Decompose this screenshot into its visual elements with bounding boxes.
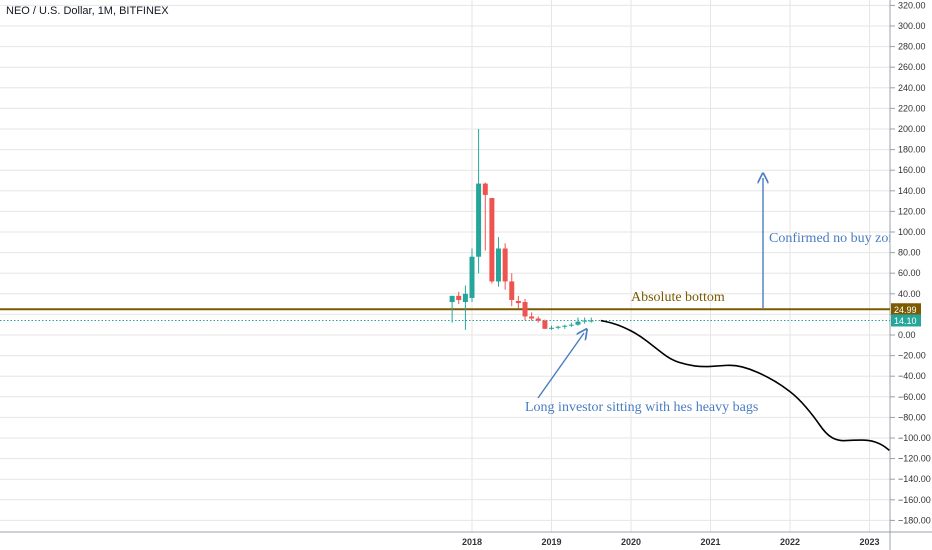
- y-tick-label: 140.00: [898, 186, 926, 196]
- time-axis[interactable]: 2018 2019 2020 2021 2022 2023: [462, 537, 880, 547]
- candle-body: [529, 316, 535, 319]
- candle-body: [535, 318, 541, 321]
- candle-body: [522, 302, 528, 317]
- candle-body: [588, 320, 594, 322]
- candle-body: [549, 327, 554, 329]
- candle-body: [449, 295, 455, 303]
- y-tick-label: 0.00: [898, 330, 916, 340]
- y-tick-label: −60.00: [898, 392, 926, 402]
- price-label-box: [891, 314, 921, 327]
- level-lines: [0, 308, 890, 321]
- candle-body: [489, 198, 495, 282]
- candle-body: [568, 324, 574, 326]
- candle-body: [582, 320, 588, 322]
- price-label-text: 24.99: [894, 305, 917, 315]
- price-axis[interactable]: 320.00 300.00 280.00 260.00 240.00 220.00 200.…: [890, 0, 931, 525]
- annotation-absolute-bottom[interactable]: Absolute bottom: [631, 290, 725, 305]
- y-tick-label: 60.00: [898, 268, 921, 278]
- horizontal-gridlines: [0, 4, 890, 521]
- candle-body: [502, 248, 508, 282]
- candle-body: [542, 320, 548, 329]
- y-tick-label: 220.00: [898, 103, 926, 113]
- y-tick-label: −20.00: [898, 351, 926, 361]
- candle-body: [469, 256, 475, 298]
- price-label-text: 14.10: [894, 316, 917, 326]
- y-tick-label: 260.00: [898, 62, 926, 72]
- y-tick-label: 80.00: [898, 248, 921, 258]
- projection-curve[interactable]: [600, 319, 890, 451]
- y-tick-label: 180.00: [898, 145, 926, 155]
- y-tick-label: 100.00: [898, 227, 926, 237]
- candle-body: [515, 301, 521, 304]
- candle-body: [555, 326, 561, 328]
- y-tick-label: 320.00: [898, 0, 926, 10]
- candles: [449, 129, 594, 330]
- y-tick-label: 160.00: [898, 165, 926, 175]
- x-tick-label: 2023: [859, 537, 879, 547]
- y-tick-label: 300.00: [898, 21, 926, 31]
- y-tick-label: −40.00: [898, 371, 926, 381]
- candle-body: [562, 325, 568, 327]
- candle-body: [482, 183, 488, 195]
- y-tick-label: −80.00: [898, 412, 926, 422]
- y-tick-label: 120.00: [898, 206, 926, 216]
- y-tick-label: 200.00: [898, 124, 926, 134]
- y-tick-label: −140.00: [898, 474, 931, 484]
- annotation-heavy-bags[interactable]: Long investor sitting with hes heavy bag…: [525, 400, 758, 415]
- chart-title: NEO / U.S. Dollar, 1M, BITFINEX: [6, 5, 169, 17]
- candle-body: [462, 293, 468, 303]
- annotation-no-buy-zone[interactable]: Confirmed no buy zone: [769, 231, 902, 246]
- x-tick-label: 2021: [700, 537, 720, 547]
- y-tick-label: −100.00: [898, 433, 931, 443]
- arrow-bags[interactable]: [537, 333, 584, 399]
- vertical-gridlines: [471, 0, 870, 532]
- x-tick-label: 2019: [541, 537, 561, 547]
- candle-body: [495, 248, 501, 282]
- x-tick-label: 2018: [462, 537, 482, 547]
- candle-body: [456, 295, 462, 300]
- y-tick-label: −120.00: [898, 454, 931, 464]
- y-tick-label: 280.00: [898, 42, 926, 52]
- candle-body: [575, 321, 581, 325]
- y-tick-label: 40.00: [898, 289, 921, 299]
- price-label-box: [891, 303, 921, 316]
- x-tick-label: 2020: [621, 537, 641, 547]
- x-tick-label: 2022: [780, 537, 800, 547]
- y-tick-label: 240.00: [898, 83, 926, 93]
- y-tick-label: −160.00: [898, 495, 931, 505]
- y-tick-label: −180.00: [898, 515, 931, 525]
- candle-body: [509, 281, 515, 300]
- candle-body: [476, 183, 482, 257]
